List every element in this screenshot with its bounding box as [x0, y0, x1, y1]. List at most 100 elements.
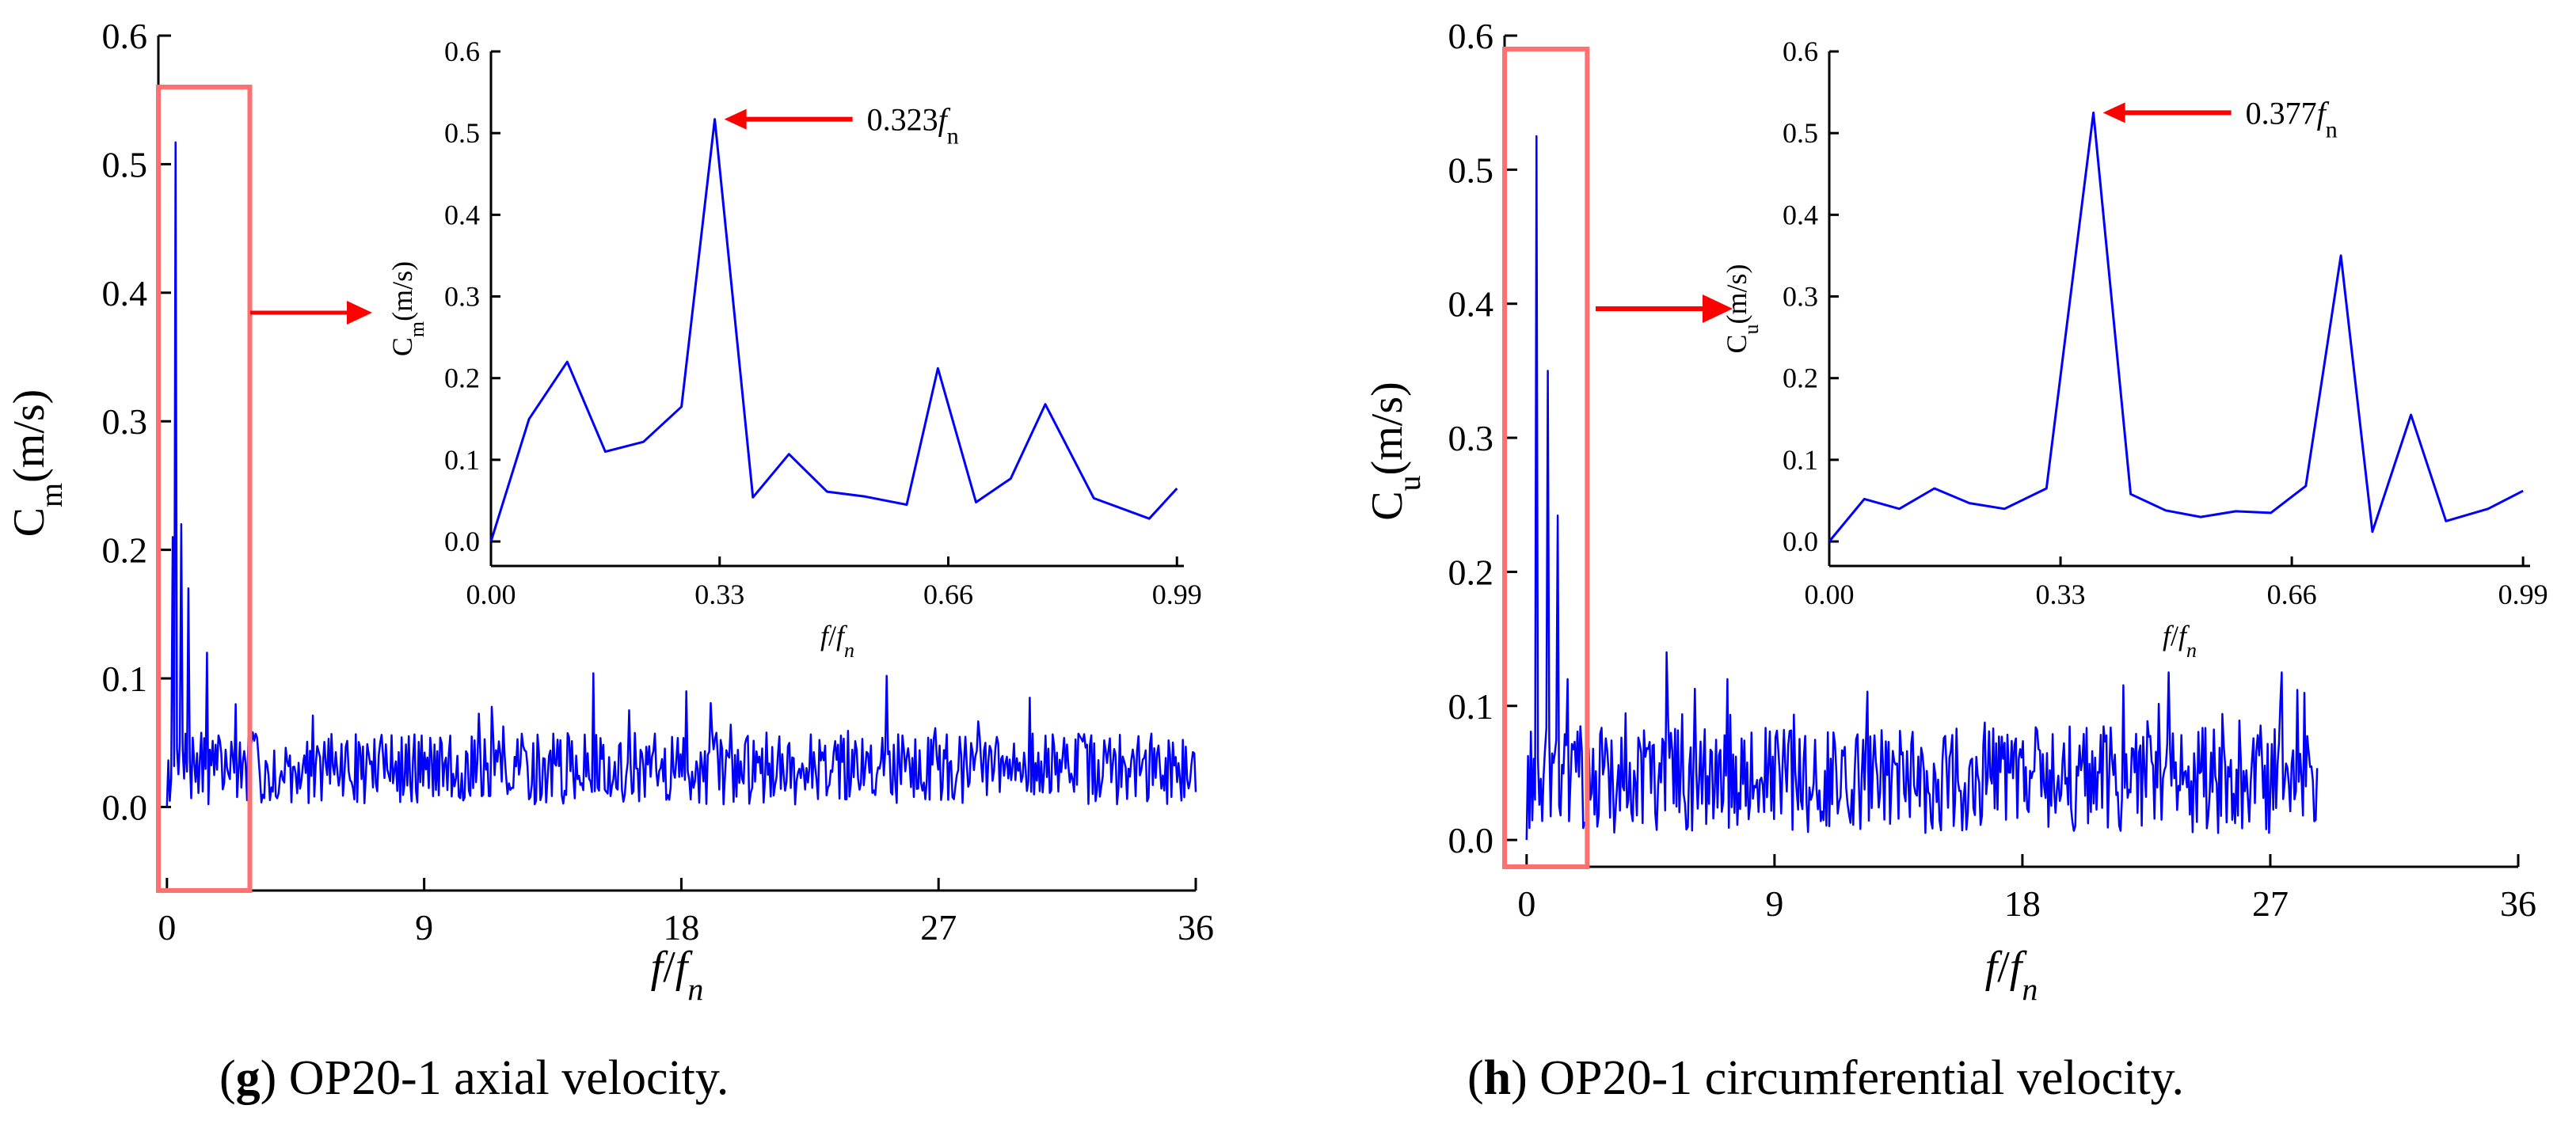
y-tick-label: 0.6	[1448, 16, 1494, 56]
series-line	[1525, 135, 2319, 841]
x-tick-label: 18	[663, 907, 699, 948]
y-tick-label: 0.0	[1448, 820, 1494, 860]
y-tick-label: 0.4	[444, 199, 480, 230]
y-label-main: C	[1721, 334, 1752, 353]
y-tick-label: 0.4	[1783, 199, 1818, 230]
x-axis-label: f/fn	[820, 620, 854, 662]
y-tick-label: 0.1	[1783, 444, 1818, 476]
series-line	[1828, 111, 2524, 542]
x-label-sub: n	[2022, 971, 2038, 1007]
highlight-box	[156, 84, 253, 893]
caption-g-letter: g	[236, 1051, 261, 1105]
caption-h-text: ) OP20-1 circumferential velocity.	[1511, 1051, 2184, 1105]
x-label-slash: /	[663, 943, 675, 992]
y-label-unit: (m/s)	[5, 389, 54, 483]
y-label-sub: u	[1391, 475, 1427, 491]
y-tick-label: 0.1	[1448, 686, 1494, 727]
y-tick-label: 0.3	[444, 281, 480, 313]
x-axis-label: f/fn	[651, 943, 704, 1007]
x-label-sub: n	[687, 971, 703, 1007]
x-tick-label: 0	[1517, 883, 1535, 924]
y-tick-label: 0.2	[1448, 552, 1494, 592]
annotation-label: 0.323fn	[867, 102, 959, 150]
y-tick-label: 0.1	[444, 444, 480, 476]
x-tick-label: 18	[2004, 883, 2041, 924]
x-tick-label: 0.33	[2036, 579, 2086, 610]
x-tick-label: 0.00	[1805, 579, 1855, 610]
y-label-sub: u	[1740, 324, 1763, 334]
y-tick-label: 0.0	[444, 526, 480, 557]
y-label-sub: m	[33, 483, 69, 507]
annotation-sub: n	[2326, 116, 2338, 142]
x-label-slash: /	[828, 620, 836, 651]
x-tick-label: 0.66	[923, 579, 973, 610]
x-axis-label: f/fn	[2163, 620, 2197, 662]
x-label-sub: n	[2186, 639, 2197, 662]
y-label-main: C	[386, 337, 418, 356]
annotation-arrowhead	[724, 108, 747, 130]
x-tick-label: 0.33	[694, 579, 744, 610]
panel-g: 0.00.10.20.30.40.50.60 9 18 27 36Cm(m/s)f/fn…	[5, 16, 1214, 1007]
y-tick-label: 0.5	[102, 144, 148, 184]
x-label-slash: /	[2171, 620, 2178, 651]
annotation-arrowhead	[2102, 102, 2125, 123]
y-label-sub: m	[405, 321, 428, 337]
x-tick-label: 0.00	[466, 579, 516, 610]
y-axis-label: Cu(m/s)	[1363, 382, 1427, 521]
series-line	[166, 141, 1197, 807]
x-tick-label: 27	[2252, 883, 2289, 924]
y-label-unit: (m/s)	[386, 261, 418, 321]
y-tick-label: 0.4	[102, 273, 148, 313]
y-label-main: C	[5, 507, 54, 537]
y-tick-label: 0.3	[1783, 281, 1818, 313]
y-tick-label: 0.6	[444, 36, 480, 67]
series-line	[489, 118, 1178, 542]
y-tick-label: 0.6	[102, 16, 148, 56]
x-tick-label: 36	[2500, 883, 2536, 924]
y-tick-label: 0.2	[102, 530, 148, 571]
y-tick-label: 0.6	[1783, 36, 1818, 67]
x-axis-label: f/fn	[1985, 943, 2038, 1007]
x-tick-label: 9	[1765, 883, 1783, 924]
x-tick-label: 0.66	[2267, 579, 2317, 610]
annotation-value: 0.323	[867, 102, 938, 138]
y-tick-label: 0.2	[444, 363, 480, 394]
highlight-box	[1502, 46, 1590, 870]
y-tick-label: 0.5	[1448, 150, 1494, 190]
panel-h: 0.00.10.20.30.40.50.60 9 18 27 36Cu(m/s)f/fn…	[1363, 16, 2548, 1007]
zoom-arrowhead-h	[1703, 294, 1733, 323]
y-label-unit: (m/s)	[1363, 382, 1412, 475]
y-label-unit: (m/s)	[1721, 264, 1752, 324]
y-tick-label: 0.5	[1783, 117, 1818, 149]
x-tick-label: 27	[920, 907, 957, 948]
y-axis-label: Cm(m/s)	[386, 261, 428, 356]
annotation-value: 0.377	[2246, 95, 2317, 131]
y-tick-label: 0.2	[1783, 363, 1818, 394]
y-tick-label: 0.0	[102, 787, 148, 827]
chart-h-inset: 0.0 0.1 0.2 0.3 0.4 0.5 0.6 0.00 0.33 0.66 0.99 Cu(…	[1721, 36, 2548, 662]
caption-h: (h) OP20-1 circumferential velocity.	[1467, 1051, 2184, 1105]
x-tick-label: 0.99	[2498, 579, 2548, 610]
y-tick-label: 0.5	[444, 117, 480, 149]
annotation-label: 0.377fn	[2246, 95, 2338, 142]
y-tick-label: 0.3	[1448, 418, 1494, 458]
x-label-sub: n	[844, 639, 854, 662]
x-tick-label: 9	[415, 907, 433, 948]
caption-g: (g) OP20-1 axial velocity.	[219, 1051, 729, 1105]
zoom-arrowhead-g	[347, 301, 372, 325]
y-tick-label: 0.0	[1783, 526, 1818, 557]
chart-g-inset: 0.0 0.1 0.2 0.3 0.4 0.5 0.6 0.00 0.33 0.66 0.99 Cm(…	[386, 36, 1202, 662]
y-axis-label: Cu(m/s)	[1721, 264, 1763, 353]
x-tick-label: 36	[1178, 907, 1214, 948]
x-tick-label: 0.99	[1152, 579, 1202, 610]
y-label-main: C	[1363, 491, 1412, 520]
y-tick-label: 0.3	[102, 401, 148, 442]
y-axis-label: Cm(m/s)	[5, 389, 69, 537]
x-tick-label: 0	[158, 907, 176, 948]
annotation-sub: n	[947, 123, 959, 149]
caption-g-text: ) OP20-1 axial velocity.	[261, 1051, 729, 1105]
x-label-slash: /	[1997, 943, 2010, 992]
